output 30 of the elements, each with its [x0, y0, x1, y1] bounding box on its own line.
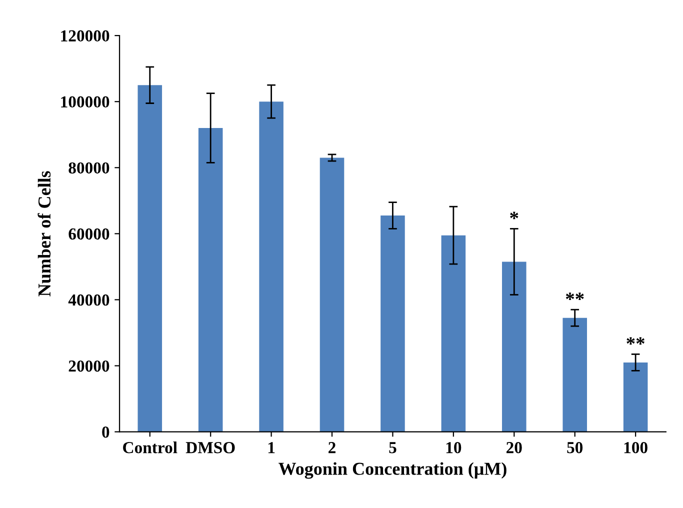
- y-tick-label: 120000: [61, 30, 110, 42]
- x-tick-label: 100: [624, 442, 648, 454]
- y-tick-label: 100000: [61, 96, 110, 108]
- x-tick-label: 10: [446, 442, 462, 454]
- y-tick-label: 20000: [68, 360, 110, 372]
- x-tick-label: 2: [328, 442, 336, 454]
- bar: [198, 128, 223, 432]
- bar: [623, 362, 648, 432]
- annotation: *: [510, 212, 518, 220]
- y-tick-label: 0: [102, 426, 110, 438]
- x-tick-label: 5: [389, 442, 396, 454]
- bar: [441, 235, 466, 432]
- x-tick-label: 1: [268, 442, 275, 454]
- x-tick-label: Control: [123, 442, 178, 454]
- x-tick-label: 20: [506, 442, 522, 454]
- bar: [380, 216, 405, 432]
- bar: [320, 158, 344, 432]
- bar: [502, 262, 526, 432]
- y-tick-label: 60000: [68, 228, 110, 240]
- bar: [562, 318, 587, 432]
- bar: [259, 102, 284, 432]
- annotation: **: [566, 292, 584, 300]
- x-axis-title: Wogonin Concentration (μM): [278, 462, 506, 479]
- bar: [138, 85, 162, 432]
- x-tick-label: DMSO: [186, 442, 235, 454]
- y-tick-label: 40000: [68, 294, 110, 306]
- y-tick-label: 80000: [68, 162, 110, 174]
- annotation: **: [626, 337, 644, 345]
- y-axis-title: Number of Cells: [38, 171, 51, 296]
- x-tick-label: 50: [567, 442, 583, 454]
